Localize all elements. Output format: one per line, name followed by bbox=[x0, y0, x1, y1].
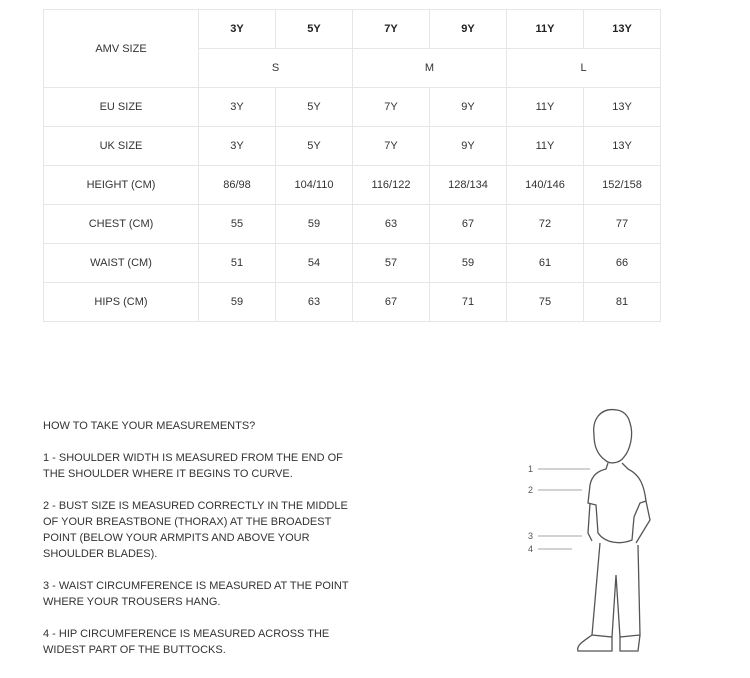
table-cell: 7Y bbox=[352, 87, 430, 127]
size-header: 9Y bbox=[429, 9, 507, 49]
table-cell: 72 bbox=[506, 204, 584, 244]
table-header-row: AMV SIZE 3Y 5Y 7Y 9Y 11Y 13Y bbox=[43, 9, 661, 88]
table-cell: 128/134 bbox=[429, 165, 507, 205]
table-cell: 63 bbox=[352, 204, 430, 244]
measurement-lines bbox=[538, 468, 590, 550]
marker-label: 1 bbox=[528, 464, 533, 474]
table-cell: 57 bbox=[352, 243, 430, 283]
table-cell: 67 bbox=[429, 204, 507, 244]
table-row: HEIGHT (CM) 86/98 104/110 116/122 128/134 140… bbox=[43, 165, 661, 205]
table-cell: 152/158 bbox=[583, 165, 661, 205]
child-figure-illustration: 1 2 3 4 bbox=[528, 408, 651, 652]
guide-item: 2 - BUST SIZE IS MEASURED CORRECTLY IN T… bbox=[43, 500, 348, 560]
guide-item: 3 - WAIST CIRCUMFERENCE IS MEASURED AT T… bbox=[43, 580, 349, 608]
table-cell: 55 bbox=[198, 204, 276, 244]
table-row: HIPS (CM) 59 63 67 71 75 81 bbox=[43, 282, 661, 322]
table-cell: 59 bbox=[198, 282, 276, 322]
table-cell: 7Y bbox=[352, 126, 430, 166]
header-label: AMV SIZE bbox=[43, 9, 199, 88]
marker-label: 3 bbox=[528, 531, 533, 541]
table-cell: 9Y bbox=[429, 87, 507, 127]
table-cell: 3Y bbox=[198, 126, 276, 166]
table-cell: 86/98 bbox=[198, 165, 276, 205]
table-cell: 54 bbox=[275, 243, 353, 283]
table-cell: 67 bbox=[352, 282, 430, 322]
table-cell: 59 bbox=[429, 243, 507, 283]
size-header: 3Y bbox=[198, 9, 276, 49]
table-cell: 59 bbox=[275, 204, 353, 244]
table-cell: 13Y bbox=[583, 87, 661, 127]
table-cell: 104/110 bbox=[275, 165, 353, 205]
guide-item: 4 - HIP CIRCUMFERENCE IS MEASURED ACROSS… bbox=[43, 628, 330, 656]
table-cell: 71 bbox=[429, 282, 507, 322]
row-label: HIPS (CM) bbox=[43, 282, 199, 322]
size-group: M bbox=[352, 48, 507, 88]
guide-item: 1 - SHOULDER WIDTH IS MEASURED FROM THE … bbox=[43, 452, 343, 480]
row-label: CHEST (CM) bbox=[43, 204, 199, 244]
table-cell: 81 bbox=[583, 282, 661, 322]
size-group: L bbox=[506, 48, 661, 88]
table-cell: 9Y bbox=[429, 126, 507, 166]
table-cell: 11Y bbox=[506, 87, 584, 127]
table-cell: 66 bbox=[583, 243, 661, 283]
table-cell: 5Y bbox=[275, 87, 353, 127]
row-label: HEIGHT (CM) bbox=[43, 165, 199, 205]
table-cell: 75 bbox=[506, 282, 584, 322]
row-label: WAIST (CM) bbox=[43, 243, 199, 283]
size-header: 7Y bbox=[352, 9, 430, 49]
table-cell: 61 bbox=[506, 243, 584, 283]
table-cell: 116/122 bbox=[352, 165, 430, 205]
table-cell: 63 bbox=[275, 282, 353, 322]
size-header: 11Y bbox=[506, 9, 584, 49]
size-chart-table: AMV SIZE 3Y 5Y 7Y 9Y 11Y 13Y S M L EU SI… bbox=[43, 9, 661, 322]
row-label: EU SIZE bbox=[43, 87, 199, 127]
size-group: S bbox=[198, 48, 353, 88]
table-row: EU SIZE 3Y 5Y 7Y 9Y 11Y 13Y bbox=[43, 87, 661, 127]
table-row: UK SIZE 3Y 5Y 7Y 9Y 11Y 13Y bbox=[43, 126, 661, 166]
table-row: WAIST (CM) 51 54 57 59 61 66 bbox=[43, 243, 661, 283]
guide-title: HOW TO TAKE YOUR MEASUREMENTS? bbox=[43, 420, 256, 432]
table-cell: 77 bbox=[583, 204, 661, 244]
row-label: UK SIZE bbox=[43, 126, 199, 166]
size-header: 13Y bbox=[583, 9, 661, 49]
size-header: 5Y bbox=[275, 9, 353, 49]
table-cell: 140/146 bbox=[506, 165, 584, 205]
table-cell: 51 bbox=[198, 243, 276, 283]
table-cell: 5Y bbox=[275, 126, 353, 166]
table-cell: 3Y bbox=[198, 87, 276, 127]
marker-label: 2 bbox=[528, 485, 533, 495]
measurement-guide: HOW TO TAKE YOUR MEASUREMENTS? 1 - SHOUL… bbox=[43, 418, 363, 674]
table-cell: 13Y bbox=[583, 126, 661, 166]
table-row: CHEST (CM) 55 59 63 67 72 77 bbox=[43, 204, 661, 244]
marker-label: 4 bbox=[528, 544, 533, 554]
table-cell: 11Y bbox=[506, 126, 584, 166]
